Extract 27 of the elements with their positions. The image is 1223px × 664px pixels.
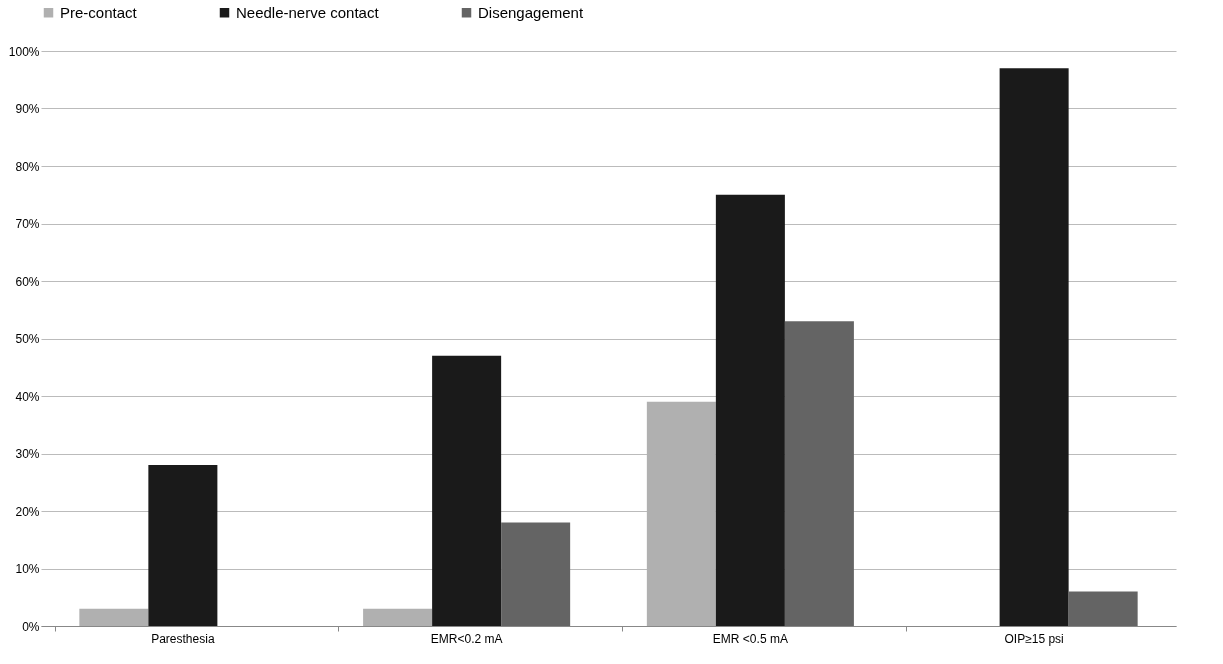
y-tick-label: 0% (22, 619, 40, 634)
x-tick-label: Paresthesia (151, 631, 215, 646)
bar (363, 608, 433, 626)
legend-label: Disengagement (478, 3, 584, 21)
y-tick-label: 60% (15, 274, 40, 289)
bar (784, 321, 854, 626)
y-tick-label: 50% (15, 332, 40, 346)
y-tick-label: 70% (15, 217, 40, 231)
y-tick-label: 90% (15, 102, 40, 116)
bar (148, 465, 218, 626)
bar (501, 522, 571, 626)
y-tick-label: 30% (15, 447, 40, 461)
legend-label: Needle-nerve contact (236, 3, 380, 21)
x-tick-label: EMR<0.2 mA (430, 631, 503, 646)
bar (715, 194, 785, 626)
bar (432, 355, 502, 626)
y-tick-label: 20% (15, 504, 40, 519)
bar (79, 608, 149, 626)
legend-label: Pre-contact (60, 3, 138, 21)
x-tick-label: EMR <0.5 mA (712, 631, 788, 646)
y-tick-label: 10% (15, 562, 40, 576)
y-tick-label: 40% (15, 389, 40, 404)
x-tick-label: OIP≥15 psi (1004, 631, 1064, 646)
y-tick-label: 80% (15, 159, 40, 174)
bar (999, 68, 1069, 626)
y-tick-label: 100% (8, 44, 40, 59)
bar (1068, 591, 1138, 626)
